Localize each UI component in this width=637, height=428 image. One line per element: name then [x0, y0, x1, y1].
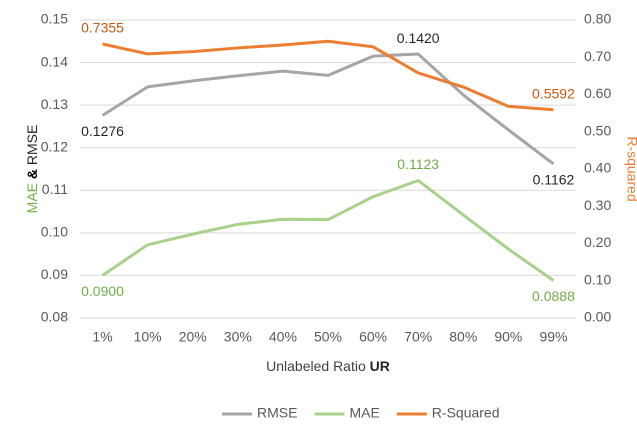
- x-axis-title-part: UR: [370, 358, 390, 374]
- y2-axis-title: R-squared: [624, 136, 637, 201]
- data-label: 0.1162: [533, 172, 575, 188]
- x-tick-label: 50%: [314, 329, 342, 345]
- data-label: 0.5592: [532, 85, 575, 101]
- line-series: [101, 178, 555, 282]
- data-label: 0.1276: [81, 123, 124, 139]
- y2-tick-label: 0.40: [584, 160, 611, 176]
- x-tick-label: 80%: [449, 329, 477, 345]
- y2-tick-label: 0.10: [584, 271, 611, 287]
- legend-label: MAE: [349, 405, 379, 421]
- y-tick-label: 0.12: [41, 138, 68, 154]
- y2-tick-label: 0.60: [584, 85, 611, 101]
- x-tick-label: 30%: [224, 329, 252, 345]
- x-tick-label: 90%: [494, 329, 522, 345]
- y2-tick-label: 0.30: [584, 197, 611, 213]
- line-series: [101, 52, 555, 166]
- data-label: 0.1420: [397, 30, 440, 46]
- y-tick-label: 0.09: [41, 266, 68, 282]
- line-series: [102, 39, 554, 112]
- y-axis-title-part: &: [24, 169, 40, 179]
- x-tick-label: 99%: [539, 329, 567, 345]
- y2-tick-label: 0.50: [584, 122, 611, 138]
- y-tick-label: 0.14: [41, 53, 68, 69]
- y2-tick-label: 0.70: [584, 48, 611, 64]
- y-tick-label: 0.08: [41, 309, 68, 325]
- x-tick-label: 10%: [134, 329, 162, 345]
- x-tick-label: 60%: [359, 329, 387, 345]
- data-label: 0.0900: [81, 283, 124, 299]
- y-axis-title-part: RMSE: [24, 125, 40, 165]
- y-tick-label: 0.11: [42, 181, 68, 197]
- data-label: 0.0888: [532, 288, 575, 304]
- x-axis-title-part: Unlabeled Ratio: [266, 358, 370, 374]
- legend-label: RMSE: [257, 405, 297, 421]
- y2-tick-label: 0.80: [584, 11, 611, 27]
- y-axis-title: MAE & RMSE: [24, 125, 40, 214]
- legend-label: R-Squared: [432, 405, 500, 421]
- x-tick-label: 70%: [404, 329, 432, 345]
- data-label: 0.7355: [81, 20, 124, 36]
- x-tick-label: 40%: [269, 329, 297, 345]
- data-label: 0.1123: [397, 156, 439, 172]
- y-tick-label: 0.15: [41, 11, 68, 27]
- y-tick-label: 0.13: [41, 96, 68, 112]
- y2-tick-label: 0.20: [584, 234, 611, 250]
- x-axis-title: Unlabeled Ratio UR: [266, 358, 390, 374]
- x-tick-label: 1%: [92, 329, 112, 345]
- y-axis-title-part: MAE: [24, 183, 40, 213]
- x-tick-label: 20%: [179, 329, 207, 345]
- y-tick-label: 0.10: [41, 224, 68, 240]
- y2-tick-label: 0.00: [584, 309, 611, 325]
